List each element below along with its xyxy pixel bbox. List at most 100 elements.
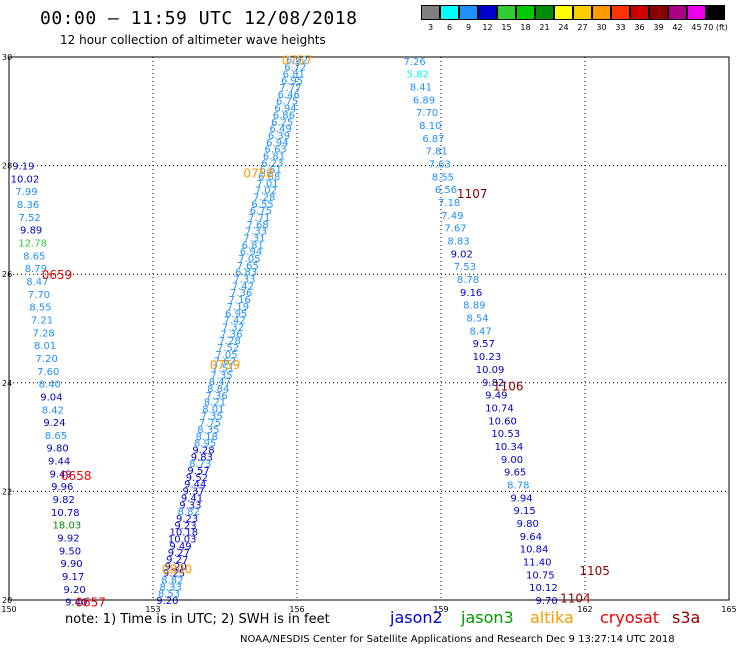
swh-value: 6.39 <box>268 131 290 142</box>
swh-value: 6.61 <box>260 165 282 176</box>
swh-value: 6.81 <box>283 69 305 80</box>
swh-value: 7.75 <box>199 418 221 429</box>
swh-value: 8.55 <box>29 303 51 314</box>
swh-value: 6.94 <box>274 104 296 115</box>
legend-label: 39 <box>653 23 664 32</box>
swh-value: 8.47 <box>209 377 231 388</box>
legend-swatch <box>629 5 649 20</box>
swh-value: 9.80 <box>517 519 539 530</box>
swh-value: 6.83 <box>235 268 257 279</box>
x-tick-label: 162 <box>577 605 592 614</box>
legend-label: 12 <box>482 23 493 32</box>
swh-value: 6.25 <box>271 117 293 128</box>
swh-value: 9.25 <box>163 569 185 580</box>
y-tick-label: 26 <box>2 270 12 279</box>
swh-value: 7.05 <box>215 350 237 361</box>
swh-value: 8.89 <box>463 301 485 312</box>
swh-value: 7.18 <box>438 198 460 209</box>
swh-value: 12.78 <box>18 239 47 250</box>
swh-value: 9.24 <box>43 418 65 429</box>
swh-value: 8.95 <box>194 439 216 450</box>
swh-value: 7.33 <box>245 227 267 238</box>
swh-value: 8.35 <box>197 425 219 436</box>
legend-item: 39 <box>648 5 668 32</box>
swh-value: 10.75 <box>526 570 555 581</box>
y-tick-label: 30 <box>2 53 12 62</box>
legend-item: 3 <box>420 5 440 32</box>
legend-swatch <box>420 5 440 20</box>
swh-value: 8.47 <box>469 326 491 337</box>
legend-item: 18 <box>515 5 535 32</box>
swh-value: 6.75 <box>276 97 298 108</box>
legend-label: 18 <box>520 23 531 32</box>
swh-value: 10.74 <box>485 403 514 414</box>
note-text: note: 1) Time is in UTC; 2) SWH is in fe… <box>65 612 330 627</box>
satellite-cryosat: cryosat <box>600 608 660 627</box>
swh-value: 8.83 <box>447 237 469 248</box>
legend-swatch <box>439 5 459 20</box>
legend-label: 45 <box>691 23 702 32</box>
swh-value: 8.82 <box>178 507 200 518</box>
legend-swatch <box>553 5 573 20</box>
swh-value: 7.63 <box>429 160 451 171</box>
swh-value: 7.68 <box>246 220 268 231</box>
subtitle: 12 hour collection of altimeter wave hei… <box>60 33 326 47</box>
swh-value: 8.78 <box>457 275 479 286</box>
swh-value: 7.81 <box>425 147 447 158</box>
legend-swatch <box>477 5 497 20</box>
credit-line: NOAA/NESDIS Center for Satellite Applica… <box>240 634 675 645</box>
legend-item: 70 (ft) <box>703 5 728 32</box>
swh-value: 8.78 <box>507 480 529 491</box>
track-time-label: 0757 <box>282 54 313 68</box>
swh-value: 10.03 <box>168 534 197 545</box>
swh-value: 6.92 <box>286 56 308 67</box>
swh-value: 9.04 <box>40 392 62 403</box>
swh-value: 7.31 <box>243 234 265 245</box>
track-time-label: 0800 <box>162 563 193 577</box>
swh-value: 10.60 <box>488 416 517 427</box>
swh-value: 10.02 <box>11 174 40 185</box>
swh-value: 9.19 <box>12 162 34 173</box>
swh-value: 9.20 <box>156 596 178 607</box>
legend-swatch <box>705 5 725 20</box>
swh-value: 9.82 <box>53 495 75 506</box>
page-title: 00:00 – 11:59 UTC 12/08/2018 <box>40 8 358 29</box>
swh-value: 10.12 <box>529 583 558 594</box>
y-tick-label: 22 <box>2 487 12 496</box>
swh-value: 7.28 <box>219 336 241 347</box>
swh-value: 9.41 <box>181 493 203 504</box>
swh-value: 9.50 <box>59 546 81 557</box>
swh-value: 9.23 <box>176 514 198 525</box>
swh-value: 7.49 <box>441 211 463 222</box>
swh-value: 9.44 <box>184 480 206 491</box>
swh-value: 9.15 <box>513 506 535 517</box>
color-legend: 3 6 9 12 15 18 21 24 27 30 33 36 39 42 45 70 (ft) <box>420 5 728 32</box>
swh-value: 9.94 <box>510 493 532 504</box>
legend-item: 21 <box>534 5 554 32</box>
legend-label: 42 <box>672 23 683 32</box>
swh-value: 7.60 <box>37 367 59 378</box>
legend-item: 33 <box>610 5 630 32</box>
legend-label: 27 <box>577 23 588 32</box>
legend-swatch <box>667 5 687 20</box>
swh-value: 7.36 <box>205 391 227 402</box>
legend-label: 24 <box>558 23 569 32</box>
swh-value: 6.75 <box>250 206 272 217</box>
legend-swatch <box>534 5 554 20</box>
swh-value: 6.49 <box>269 124 291 135</box>
legend-item: 24 <box>553 5 573 32</box>
swh-value: 7.51 <box>212 363 234 374</box>
legend-item: 45 <box>686 5 706 32</box>
swh-value: 8.54 <box>466 314 488 325</box>
legend-swatch <box>648 5 668 20</box>
swh-value: 6.72 <box>284 63 306 74</box>
swh-value: 8.10 <box>419 121 441 132</box>
swh-value: 9.57 <box>473 339 495 350</box>
legend-item: 15 <box>496 5 516 32</box>
swh-value: 9.37 <box>183 487 205 498</box>
swh-value: 9.49 <box>50 469 72 480</box>
swh-value: 9.57 <box>187 466 209 477</box>
swh-value: 7.35 <box>201 411 223 422</box>
swh-value: 6.81 <box>263 151 285 162</box>
swh-value: 7.05 <box>238 254 260 265</box>
